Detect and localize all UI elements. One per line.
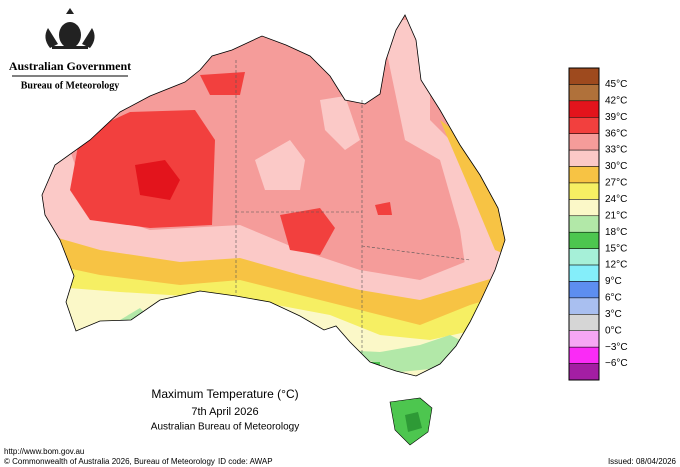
legend-swatch <box>568 215 600 233</box>
footer-issued: Issued: 08/04/2026 <box>608 457 677 466</box>
legend-swatch <box>568 117 600 134</box>
footer-url[interactable]: http://www.bom.gov.au <box>4 447 84 456</box>
footer-copyright: © Commonwealth of Australia 2026, Bureau… <box>4 457 215 466</box>
legend-label: 33°C <box>605 145 627 156</box>
legend-swatch <box>568 297 600 315</box>
legend-swatch <box>568 248 600 266</box>
legend-swatch <box>568 84 600 102</box>
legend-swatch <box>568 166 600 184</box>
legend-label: 27°C <box>605 178 627 189</box>
legend-swatch <box>568 264 600 282</box>
legend-label: 6°C <box>605 293 622 304</box>
legend-swatch <box>568 330 600 348</box>
agency: Bureau of Meteorology <box>21 80 120 91</box>
legend-frame <box>568 67 600 381</box>
legend-label: 18°C <box>605 227 627 238</box>
legend-swatch <box>568 182 600 200</box>
legend-swatch <box>568 346 600 364</box>
legend-label: 30°C <box>605 161 627 172</box>
legend-label: 36°C <box>605 128 627 139</box>
footer-id: ID code: AWAP <box>218 457 273 466</box>
legend-swatch <box>568 314 600 331</box>
legend-label: 39°C <box>605 112 627 123</box>
legend-label: 24°C <box>605 194 627 205</box>
legend-swatch <box>568 149 600 167</box>
legend-label: 45°C <box>605 79 627 90</box>
legend-swatch <box>568 100 600 118</box>
legend-label: −3°C <box>605 342 628 353</box>
government: Australian Government <box>9 59 131 73</box>
legend-label: 42°C <box>605 95 627 106</box>
legend: 45°C 42°C 39°C 36°C 33°C 30°C 27°C 24°C 21°C 18°C… <box>568 67 628 381</box>
legend-swatch <box>568 231 600 249</box>
legend-swatch <box>568 67 600 85</box>
legend-label: 9°C <box>605 276 622 287</box>
legend-label: 21°C <box>605 210 627 221</box>
legend-label: 12°C <box>605 260 627 271</box>
legend-label: 15°C <box>605 243 627 254</box>
map-title: Maximum Temperature (°C) <box>151 387 298 401</box>
legend-label: 3°C <box>605 309 622 320</box>
legend-swatch <box>568 199 600 217</box>
map-date: 7th April 2026 <box>191 406 258 418</box>
legend-swatch <box>568 281 600 299</box>
map-source: Australian Bureau of Meteorology <box>151 422 299 433</box>
legend-swatch <box>568 133 600 151</box>
crest <box>45 8 95 49</box>
legend-swatch <box>568 363 600 381</box>
legend-label: −6°C <box>605 358 628 369</box>
legend-label: 0°C <box>605 325 622 336</box>
